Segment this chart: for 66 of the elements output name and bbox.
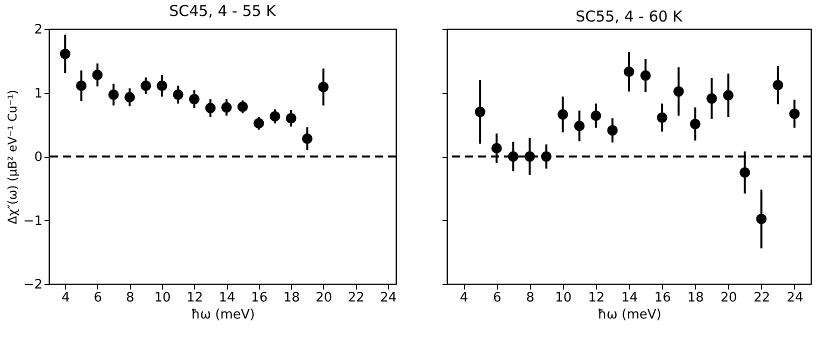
point [76,80,87,91]
x-tick-label: 16 [654,290,671,306]
x-tick-label: 8 [526,290,534,306]
x-tick-label: 16 [251,290,268,306]
point [205,102,216,114]
point [558,109,568,120]
point [656,112,668,123]
point [221,102,232,113]
point [491,142,502,154]
x-tick-label: 4 [62,290,70,306]
x-tick-label: 20 [316,290,332,306]
point [302,133,312,144]
point [772,80,784,90]
point [474,106,486,118]
y-tick-label: 1 [34,86,42,102]
x-tick-label: 14 [218,290,236,306]
point [673,86,684,97]
x-tick-label: 10 [154,290,171,306]
point [789,108,800,120]
point [92,70,103,80]
point [124,92,135,102]
point [607,125,618,136]
point [140,80,152,91]
point [624,66,634,77]
x-axis-title: ħω (meV) [191,308,255,322]
x-tick-label: 18 [283,290,300,306]
x-axis-title: ħω (meV) [598,308,662,322]
y-tick-label: −1 [23,214,42,229]
point [189,94,200,104]
point [237,102,248,112]
x-tick-label: 8 [126,290,134,306]
x-tick-label: 6 [94,290,102,306]
x-tick-label: 22 [348,290,364,306]
x-tick-label: 6 [492,290,502,306]
point [108,89,119,100]
chart-title: SC45, 4 - 55 K [169,2,278,20]
chart-title: SC55, 4 - 60 K [576,8,684,26]
x-tick-label: 12 [588,290,605,306]
x-tick-label: 20 [720,290,738,306]
point [172,89,184,100]
x-tick-label: 12 [186,290,204,306]
point [706,93,717,104]
x-tick-label: 24 [786,290,804,306]
y-axis-title: Δχ″(ω) (μB² eV⁻¹ Cu⁻¹) [5,90,20,224]
point [270,111,280,122]
y-tick-label: 2 [34,22,42,38]
point [690,118,700,130]
y-tick-label: −2 [23,278,42,292]
point [156,80,168,91]
x-tick-label: 10 [555,290,572,306]
point [740,167,750,178]
x-tick-label: 4 [460,290,468,306]
point [756,214,767,224]
point [590,110,602,121]
x-tick-label: 14 [621,290,638,306]
point [318,82,329,92]
y-tick-label: 0 [34,150,42,165]
point [286,113,296,124]
point [254,118,264,129]
point [60,48,70,60]
point [574,120,585,132]
x-tick-label: 18 [687,290,704,306]
x-tick-label: 22 [754,290,770,306]
x-tick-label: 24 [380,290,397,306]
point [723,90,734,101]
point [640,70,651,81]
